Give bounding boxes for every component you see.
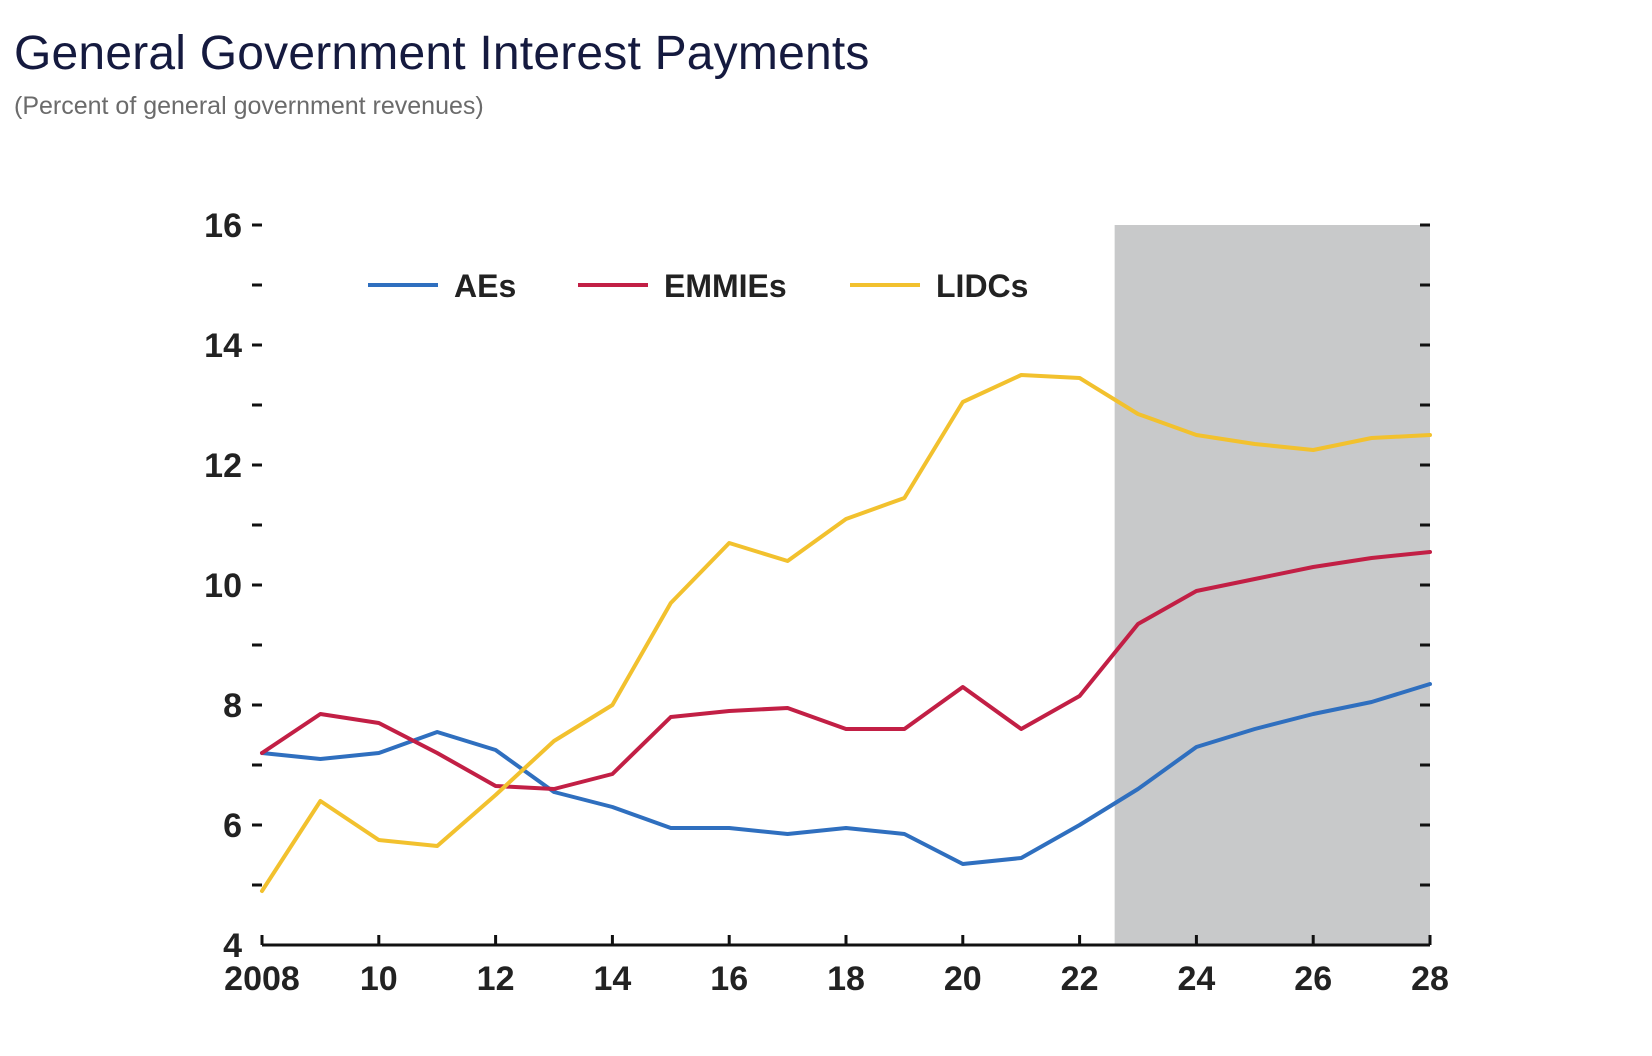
legend-label-aes: AEs <box>454 268 516 304</box>
y-tick-label: 4 <box>223 927 242 965</box>
x-tick-label: 2008 <box>224 960 300 998</box>
projection-shade <box>1114 225 1430 945</box>
y-tick-label: 14 <box>204 327 242 365</box>
x-tick-label: 16 <box>710 960 748 998</box>
y-tick-label: 8 <box>223 687 242 725</box>
x-tick-label: 20 <box>944 960 982 998</box>
y-tick-label: 16 <box>204 207 242 245</box>
legend-label-emmies: EMMIEs <box>664 268 787 304</box>
x-tick-label: 18 <box>827 960 865 998</box>
legend-group: AEs EMMIEs LIDCs <box>368 268 1028 304</box>
projection-shade-group <box>1114 225 1430 945</box>
series-line-lidcs <box>260 373 1432 893</box>
series-lines-group <box>260 373 1432 893</box>
legend-label-lidcs: LIDCs <box>936 268 1028 304</box>
series-line-emmies <box>260 550 1432 791</box>
chart-subtitle: (Percent of general government revenues) <box>14 92 484 120</box>
x-tick-label: 28 <box>1411 960 1449 998</box>
y-tick-label: 10 <box>204 567 242 605</box>
y-tick-label: 6 <box>223 807 242 845</box>
x-tick-label: 14 <box>593 960 631 998</box>
x-tick-label: 26 <box>1294 960 1332 998</box>
x-tick-label: 10 <box>360 960 398 998</box>
x-tick-label: 24 <box>1177 960 1215 998</box>
x-tick-label: 12 <box>477 960 515 998</box>
chart-title: General Government Interest Payments <box>14 27 870 80</box>
axes-group: 4 6 8 10 12 14 16 2008 10 12 14 16 18 20 22 24 26 28 <box>204 207 1449 998</box>
y-tick-label: 12 <box>204 447 242 485</box>
series-line-aes <box>260 682 1432 866</box>
x-tick-label: 22 <box>1061 960 1099 998</box>
